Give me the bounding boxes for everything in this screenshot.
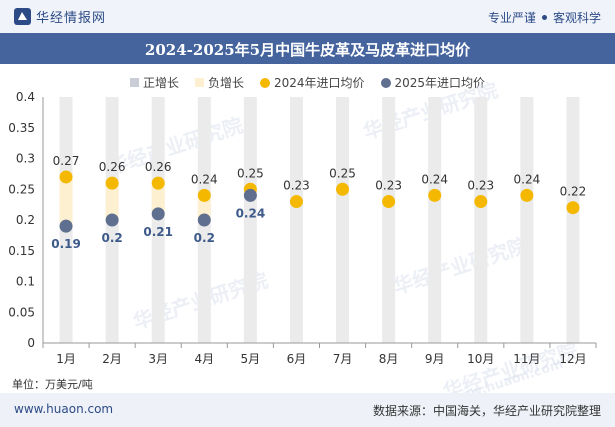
x-tick-label: 3月 bbox=[148, 352, 168, 366]
data-label-2024: 0.23 bbox=[283, 179, 310, 193]
change-bar bbox=[197, 195, 211, 220]
point-2024 bbox=[59, 170, 73, 184]
y-tick-label: 0.15 bbox=[8, 244, 35, 258]
x-tick-label: 5月 bbox=[241, 352, 261, 366]
range-bar bbox=[382, 97, 396, 343]
y-tick-label: 0.1 bbox=[16, 275, 35, 289]
legend-item-negative[interactable]: 负增长 bbox=[194, 74, 244, 91]
legend-item-positive[interactable]: 正增长 bbox=[129, 74, 179, 91]
data-label-2024: 0.26 bbox=[99, 160, 126, 174]
data-label-2024: 0.27 bbox=[53, 154, 80, 168]
tagline: 专业严谨 客观科学 bbox=[488, 9, 601, 26]
data-label-2025: 0.19 bbox=[51, 237, 81, 251]
y-tick-label: 0.25 bbox=[8, 182, 35, 196]
data-label-2025: 0.24 bbox=[236, 206, 266, 220]
point-2024 bbox=[474, 195, 488, 209]
brand[interactable]: 华经情报网 bbox=[14, 7, 106, 26]
range-bar bbox=[474, 97, 488, 343]
points: 0.27 0.26 0.26 0.24 0.25 0.23 0.25 0.23 0.24 0.23… bbox=[51, 154, 586, 251]
data-label-2024: 0.24 bbox=[514, 172, 541, 186]
point-2025 bbox=[197, 213, 211, 227]
point-2024 bbox=[197, 188, 211, 202]
data-label-2024: 0.25 bbox=[237, 166, 264, 180]
x-tick-label: 2月 bbox=[102, 352, 122, 366]
x-tick-label: 7月 bbox=[333, 352, 353, 366]
range-bar bbox=[289, 97, 303, 343]
change-bar bbox=[151, 183, 165, 214]
x-tick-label: 6月 bbox=[287, 352, 307, 366]
footer-bar: www.huaon.com 数据来源：中国海关，华经产业研究院整理 bbox=[0, 393, 615, 427]
x-tick-label: 10月 bbox=[467, 352, 494, 366]
point-2024 bbox=[336, 182, 350, 196]
chart-legend: 正增长 负增长 2024年进口均价 2025年进口均价 bbox=[0, 74, 615, 91]
data-label-2024: 0.23 bbox=[375, 179, 402, 193]
y-tick-label: 0.3 bbox=[16, 152, 35, 166]
y-tick-label: 0.4 bbox=[16, 90, 35, 104]
x-tick-label: 11月 bbox=[513, 352, 540, 366]
y-tick-label: 0.2 bbox=[16, 213, 35, 227]
point-2024 bbox=[520, 188, 534, 202]
legend-item-2024[interactable]: 2024年进口均价 bbox=[259, 74, 365, 91]
brand-name: 华经情报网 bbox=[36, 11, 107, 26]
legend-label-positive: 正增长 bbox=[142, 76, 179, 90]
change-bar bbox=[105, 183, 119, 220]
data-label-2024: 0.22 bbox=[560, 185, 587, 199]
x-tick-label: 8月 bbox=[379, 352, 399, 366]
data-label-2024: 0.24 bbox=[191, 172, 218, 186]
range-bar bbox=[243, 97, 257, 343]
change-bar bbox=[59, 176, 73, 227]
point-2024 bbox=[382, 195, 396, 209]
data-label-2024: 0.23 bbox=[467, 179, 494, 193]
point-2024 bbox=[289, 195, 303, 209]
data-label-2024: 0.24 bbox=[421, 172, 448, 186]
point-2025 bbox=[151, 207, 165, 221]
x-tick-label: 9月 bbox=[425, 352, 445, 366]
unit-label: 单位：万美元/吨 bbox=[12, 378, 93, 391]
legend-swatch-2024 bbox=[259, 77, 270, 88]
point-2024 bbox=[105, 176, 119, 190]
data-label-2025: 0.21 bbox=[143, 225, 173, 239]
y-tick-label: 0.05 bbox=[8, 305, 35, 319]
x-tick-label: 12月 bbox=[559, 352, 586, 366]
legend-swatch-positive bbox=[129, 78, 139, 87]
data-label-2025: 0.2 bbox=[194, 231, 215, 245]
footer-source: 数据来源：中国海关，华经产业研究院整理 bbox=[372, 404, 601, 418]
legend-swatch-2025 bbox=[380, 77, 391, 88]
range-bars bbox=[59, 97, 580, 343]
point-2024 bbox=[566, 201, 580, 215]
range-bar bbox=[336, 97, 350, 343]
data-label-2024: 0.26 bbox=[145, 160, 172, 174]
range-bar bbox=[428, 97, 442, 343]
point-2025 bbox=[243, 188, 257, 202]
legend-swatch-negative bbox=[194, 78, 204, 87]
legend-label-2024: 2024年进口均价 bbox=[273, 76, 365, 90]
data-label-2025: 0.2 bbox=[101, 231, 122, 245]
legend-item-2025[interactable]: 2025年进口均价 bbox=[380, 74, 486, 91]
tagline-left: 专业严谨 bbox=[487, 11, 536, 25]
legend-label-2025: 2025年进口均价 bbox=[394, 76, 486, 90]
point-2025 bbox=[105, 213, 119, 227]
chart-title: 2024-2025年5月中国牛皮革及马皮革进口均价 bbox=[144, 41, 471, 59]
point-2024 bbox=[151, 176, 165, 190]
x-tick-label: 4月 bbox=[194, 352, 214, 366]
axes: 0 0.05 0.1 0.15 0.2 0.25 0.3 0.35 0.4 1月 2月 3月 4月 5月 6… bbox=[8, 90, 597, 366]
point-2024 bbox=[428, 188, 442, 202]
tagline-right: 客观科学 bbox=[552, 11, 601, 25]
y-tick-label: 0.35 bbox=[8, 121, 35, 135]
y-tick-label: 0 bbox=[27, 336, 35, 350]
top-header-bar: 华经情报网 专业严谨 客观科学 bbox=[0, 0, 615, 33]
separator-dot-icon bbox=[541, 15, 547, 20]
legend-label-negative: 负增长 bbox=[207, 76, 244, 90]
footer-site-link[interactable]: www.huaon.com bbox=[14, 402, 114, 416]
x-tick-label: 1月 bbox=[56, 352, 76, 366]
range-bar bbox=[520, 97, 534, 343]
data-label-2024: 0.25 bbox=[329, 166, 356, 180]
brand-logo-icon bbox=[14, 8, 31, 25]
point-2025 bbox=[59, 219, 73, 233]
range-bar bbox=[566, 97, 580, 343]
title-bar: 2024-2025年5月中国牛皮革及马皮革进口均价 bbox=[0, 33, 615, 64]
